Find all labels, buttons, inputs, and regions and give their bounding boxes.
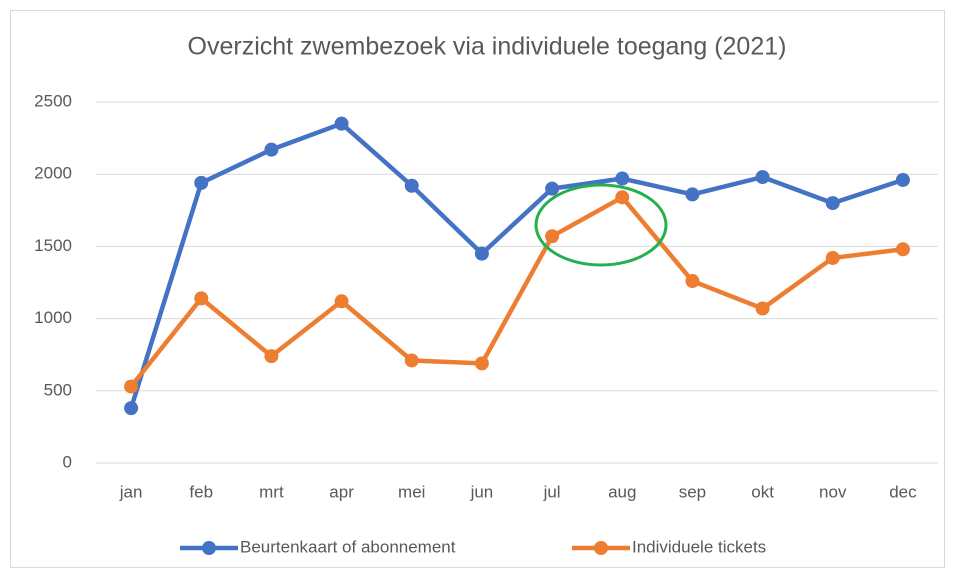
x-tick-label: sep	[679, 482, 706, 501]
x-tick-label: mei	[398, 482, 425, 501]
legend-marker	[594, 541, 608, 555]
data-point	[194, 175, 209, 190]
data-point	[124, 379, 139, 394]
y-tick-label: 1000	[34, 308, 72, 327]
data-point	[474, 246, 489, 261]
data-point	[404, 353, 419, 368]
x-tick-label: dec	[889, 482, 917, 501]
data-point	[194, 291, 209, 306]
x-tick-label: nov	[819, 482, 847, 501]
series-line	[128, 121, 904, 409]
data-point	[404, 178, 419, 193]
data-point	[334, 116, 349, 131]
chart-title: Overzicht zwembezoek via individuele toe…	[188, 33, 787, 61]
x-tick-label: jul	[543, 482, 561, 501]
data-point	[895, 172, 910, 187]
y-tick-label: 1500	[34, 236, 72, 255]
x-tick-label: feb	[189, 482, 213, 501]
y-tick-label: 0	[63, 452, 72, 471]
highlight-ellipse	[534, 183, 668, 267]
x-tick-label: okt	[751, 482, 774, 501]
x-tick-label: mrt	[259, 482, 284, 501]
data-point	[825, 250, 840, 265]
data-point	[615, 190, 630, 205]
data-point	[755, 301, 770, 316]
legend-marker	[202, 541, 216, 555]
data-point	[685, 187, 700, 202]
y-tick-label: 2000	[34, 164, 72, 183]
y-tick-label: 2500	[34, 91, 72, 110]
legend-label: Beurtenkaart of abonnement	[240, 537, 456, 556]
data-point	[615, 171, 630, 186]
data-point	[545, 181, 560, 196]
data-point	[474, 356, 489, 371]
data-point	[685, 274, 700, 289]
x-tick-label: apr	[329, 482, 354, 501]
series-line	[129, 195, 904, 388]
data-point	[334, 294, 349, 309]
data-point	[755, 170, 770, 185]
x-tick-label: jun	[470, 482, 494, 501]
data-point	[264, 349, 279, 364]
data-point	[124, 401, 139, 416]
x-tick-label: jan	[119, 482, 143, 501]
data-point	[825, 196, 840, 211]
data-point	[264, 142, 279, 157]
legend-label: Individuele tickets	[632, 537, 766, 556]
data-point	[545, 229, 560, 244]
y-tick-label: 500	[44, 380, 72, 399]
x-tick-label: aug	[608, 482, 636, 501]
data-point	[895, 242, 910, 257]
plot-area: 0 500 1000 1500 2000 2500 jan feb mrt apr mei jun ju…	[34, 91, 938, 556]
